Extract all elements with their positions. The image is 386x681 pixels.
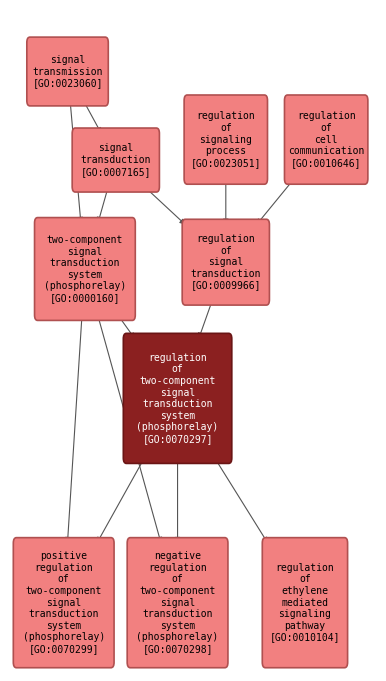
Text: negative
regulation
of
two-component
signal
transduction
system
(phosphorelay)
[: negative regulation of two-component sig… — [136, 552, 219, 654]
FancyBboxPatch shape — [262, 538, 347, 667]
Text: signal
transmission
[GO:0023060]: signal transmission [GO:0023060] — [32, 55, 103, 88]
Text: regulation
of
ethylene
mediated
signaling
pathway
[GO:0010104]: regulation of ethylene mediated signalin… — [270, 563, 340, 642]
Text: signal
transduction
[GO:0007165]: signal transduction [GO:0007165] — [81, 144, 151, 176]
FancyBboxPatch shape — [14, 538, 114, 667]
FancyBboxPatch shape — [182, 219, 269, 305]
Text: regulation
of
signaling
process
[GO:0023051]: regulation of signaling process [GO:0023… — [191, 112, 261, 168]
Text: regulation
of
cell
communication
[GO:0010646]: regulation of cell communication [GO:001… — [288, 112, 364, 168]
FancyBboxPatch shape — [127, 538, 228, 667]
FancyBboxPatch shape — [72, 128, 159, 192]
FancyBboxPatch shape — [124, 334, 232, 464]
Text: regulation
of
two-component
signal
transduction
system
(phosphorelay)
[GO:007029: regulation of two-component signal trans… — [136, 353, 219, 444]
Text: positive
regulation
of
two-component
signal
transduction
system
(phosphorelay)
[: positive regulation of two-component sig… — [22, 552, 105, 654]
FancyBboxPatch shape — [27, 37, 108, 106]
FancyBboxPatch shape — [35, 218, 135, 321]
Text: regulation
of
signal
transduction
[GO:0009966]: regulation of signal transduction [GO:00… — [191, 234, 261, 290]
FancyBboxPatch shape — [184, 95, 267, 184]
FancyBboxPatch shape — [284, 95, 368, 184]
Text: two-component
signal
transduction
system
(phosphorelay)
[GO:0000160]: two-component signal transduction system… — [44, 235, 126, 303]
